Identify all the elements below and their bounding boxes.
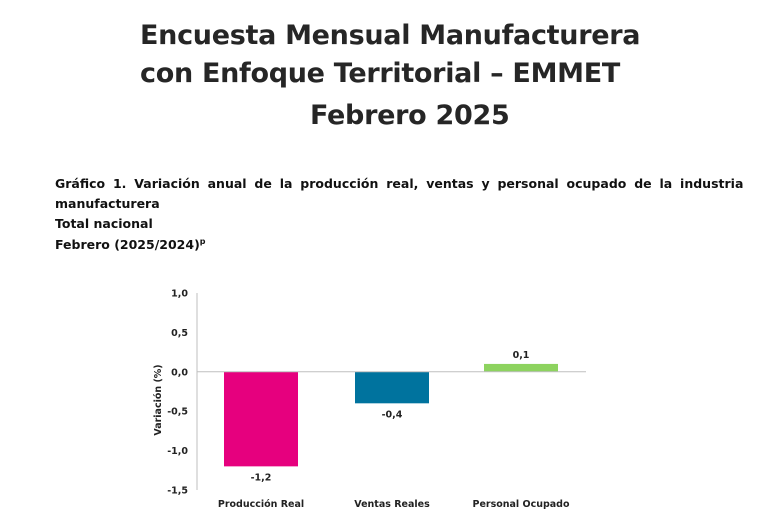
x-tick-label: Ventas Reales: [354, 499, 430, 510]
x-tick-label: Personal Ocupado: [472, 499, 569, 510]
chart-caption-line-3: Total nacional: [55, 216, 153, 231]
y-tick-label: 0,0: [171, 367, 188, 378]
title-line-3: Febrero 2025: [310, 100, 510, 131]
preliminary-mark: p: [199, 237, 206, 246]
chart-caption-line-4: Febrero (2025/2024)p: [55, 237, 206, 252]
y-axis-label: Variación (%): [153, 364, 164, 435]
data-label: -1,2: [251, 472, 272, 483]
y-tick-label: 0,5: [171, 328, 188, 339]
y-tick-label: 1,0: [171, 289, 188, 300]
chart-caption-line-1: Gráfico 1. Variación anual de la producc…: [55, 176, 744, 191]
y-tick-label: -0,5: [167, 407, 188, 418]
period-text: Febrero (2025/2024): [55, 237, 200, 253]
data-label: 0,1: [513, 350, 530, 361]
chart-caption-line-2: manufacturera: [55, 196, 160, 211]
bar-1: [224, 371, 298, 467]
bar-3: [484, 363, 558, 372]
title-line-1: Encuesta Mensual Manufacturera: [140, 20, 641, 51]
x-tick-label: Producción Real: [218, 499, 304, 510]
y-tick-label: -1,0: [167, 446, 188, 457]
y-tick-label: -1,5: [167, 486, 188, 497]
data-label: -0,4: [382, 409, 403, 420]
bar-2: [355, 371, 429, 404]
title-line-2: con Enfoque Territorial – EMMET: [140, 58, 620, 89]
